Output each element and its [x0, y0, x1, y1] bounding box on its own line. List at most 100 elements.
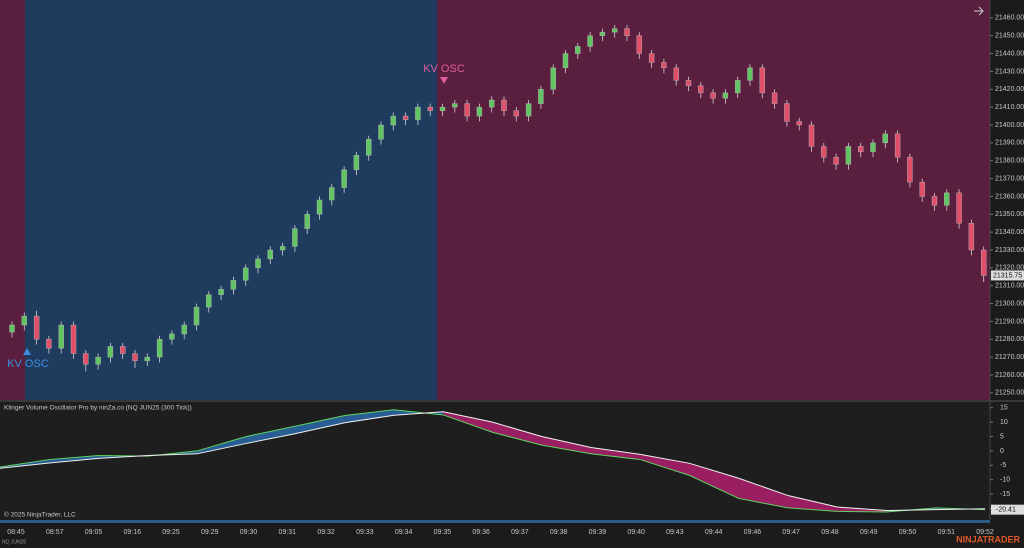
oscillator-panel [0, 402, 990, 520]
candle-body [242, 267, 249, 281]
x-tick-label: 09:37 [511, 529, 529, 536]
x-tick-label: 09:35 [434, 529, 452, 536]
candle-body [329, 187, 335, 201]
candle-body [685, 80, 692, 86]
x-tick-label: 09:31 [279, 529, 297, 536]
candle-body [513, 110, 519, 117]
x-tick-label: 09:33 [356, 529, 374, 536]
candle-body [415, 106, 421, 120]
candle-body [132, 353, 138, 361]
y-tick-label: 21340.00 [995, 229, 1024, 236]
oscillator-fill [492, 422, 542, 446]
candle-body [944, 192, 950, 206]
x-tick-label: 09:51 [937, 529, 955, 536]
candle-body [833, 156, 839, 165]
last-price-box [991, 270, 1024, 281]
candle-body [439, 106, 446, 111]
y-tick-label: 0 [1000, 448, 1004, 455]
y-tick-label: 21350.00 [995, 211, 1024, 218]
candle-body [882, 133, 888, 144]
y-tick-label: 21280.00 [995, 336, 1024, 343]
x-tick-label: 09:32 [317, 529, 335, 536]
candle-body [771, 92, 778, 104]
candle-body [673, 67, 679, 81]
candle-body [156, 339, 163, 358]
oscillator-fill [443, 411, 493, 433]
copyright: © 2025 NinjaTrader, LLC [4, 511, 76, 519]
candle-body [390, 115, 396, 126]
y-tick-label: 21400.00 [995, 122, 1024, 129]
x-tick-label: 09:38 [550, 529, 568, 536]
candle-body [95, 356, 101, 365]
candle-body [230, 280, 237, 290]
signal-label: KV OSC [423, 63, 465, 75]
candle-body [858, 146, 864, 152]
candle-body [661, 62, 667, 69]
candle-body [956, 192, 962, 224]
oscillator-fill [246, 426, 296, 444]
y-tick-label: 10 [1000, 419, 1008, 426]
x-tick-label: 09:44 [705, 529, 723, 536]
x-tick-label: 09:36 [472, 529, 490, 536]
candle-body [9, 324, 15, 333]
candle-body [796, 121, 802, 126]
oscillator-fill [197, 436, 247, 454]
candle-body [292, 228, 298, 247]
x-tick-label: 09:34 [395, 529, 413, 536]
oscillator-fill [689, 463, 739, 499]
candle-body [612, 28, 618, 33]
candle-body [968, 223, 975, 251]
candle-body [144, 356, 151, 361]
x-tick-label: 09:50 [899, 529, 917, 536]
y-tick-label: 21300.00 [995, 300, 1024, 307]
candle-body [710, 92, 716, 99]
oscillator-fill [591, 447, 641, 460]
scroll-arrow[interactable] [974, 6, 984, 16]
candle-body [698, 85, 704, 94]
y-tick-label: 21270.00 [995, 354, 1024, 361]
candle-body [894, 133, 901, 158]
candle-body [476, 106, 483, 117]
oscillator-fill [344, 409, 394, 423]
y-tick-label: 21250.00 [995, 390, 1024, 397]
y-tick-label: 21370.00 [995, 175, 1024, 182]
sell-signal-marker [440, 77, 448, 84]
x-tick-label: 09:30 [240, 529, 258, 536]
y-tick-label: -5 [1000, 462, 1006, 469]
candle-body [169, 333, 175, 340]
candle-body [599, 31, 606, 36]
time-scrollbar [0, 520, 990, 523]
brand-logo: NINJATRADER [956, 534, 1020, 544]
candle-body [525, 103, 532, 117]
candle-body [931, 196, 938, 206]
candle-body [181, 324, 187, 335]
x-tick-label: 09:48 [821, 529, 839, 536]
x-tick-label: 09:47 [782, 529, 800, 536]
x-tick-label: 09:46 [744, 529, 762, 536]
x-tick-label: 08:45 [7, 529, 25, 536]
indicator-title: Klinger Volume Oscillator Pro by ninZa.c… [4, 405, 192, 412]
candle-body [107, 346, 114, 358]
y-tick-label: 21450.00 [995, 33, 1024, 40]
y-tick-label: -15 [1000, 491, 1010, 498]
candle-body [427, 106, 433, 111]
candle-body [501, 99, 507, 111]
candle-body [218, 289, 224, 295]
x-tick-label: 08:57 [46, 529, 64, 536]
candle-body [735, 80, 741, 94]
candle-body [119, 346, 126, 354]
candle-body [70, 324, 77, 354]
oscillator-fill [49, 455, 99, 464]
candle-body [193, 306, 200, 326]
candle-body [575, 46, 581, 54]
y-tick-label: 21360.00 [995, 193, 1024, 200]
candle-body [870, 142, 876, 152]
candle-body [722, 92, 729, 99]
bearish-region [437, 0, 990, 400]
oscillator-line [0, 411, 986, 512]
candle-body [83, 353, 89, 365]
candle-body [845, 146, 852, 165]
last-price-label: 21315.75 [993, 272, 1022, 279]
candle-body [21, 315, 27, 326]
candle-body [562, 53, 569, 69]
